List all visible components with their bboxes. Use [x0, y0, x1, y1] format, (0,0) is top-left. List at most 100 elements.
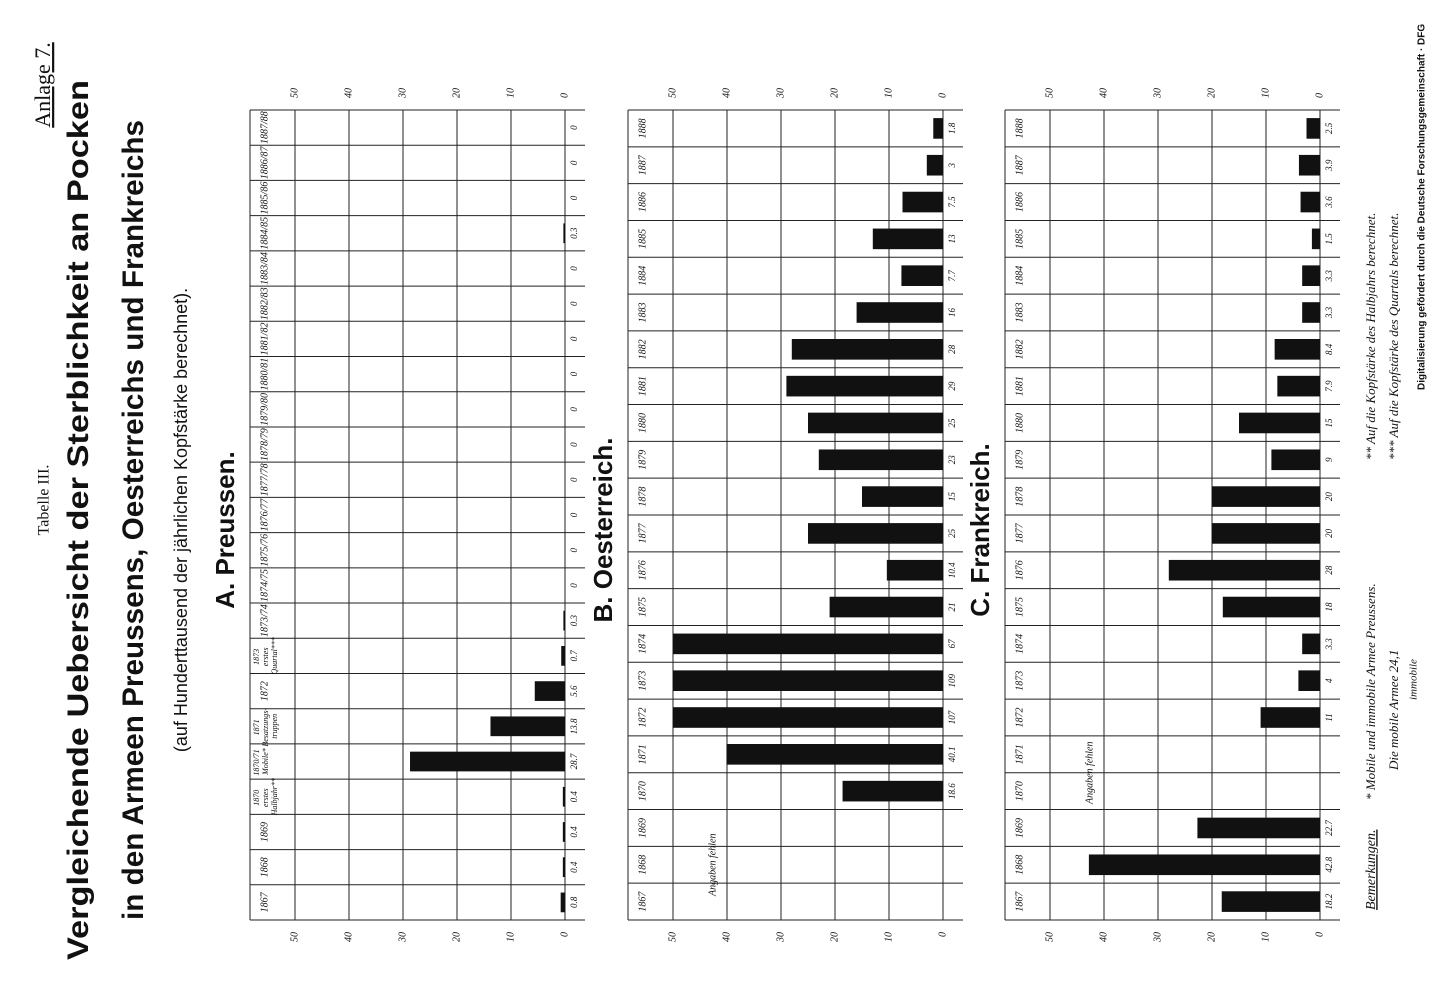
x-tick-label: 1883 — [1014, 303, 1025, 323]
x-tick-label: 1879 — [1014, 450, 1025, 470]
value-label: 0 — [569, 442, 579, 447]
bar — [562, 857, 565, 878]
bar — [1311, 228, 1320, 250]
value-label: 0.4 — [569, 791, 579, 803]
bars — [1088, 118, 1320, 912]
value-label: 109 — [947, 673, 957, 687]
x-tick-label: 1868 — [1014, 855, 1025, 875]
value-label: 22.7 — [1324, 820, 1334, 836]
bar — [726, 744, 943, 765]
x-tick-label: 1887 — [637, 154, 648, 175]
x-tick-label: 1880 — [637, 413, 648, 433]
annotation: Angaben fehlen — [1084, 741, 1095, 804]
y-tick-label: 10 — [883, 88, 894, 98]
value-label: 7.5 — [947, 196, 957, 208]
value-label: 0 — [569, 266, 579, 271]
x-tick-label: 1873 — [637, 671, 648, 691]
value-label: 3.9 — [1324, 159, 1334, 172]
bar — [560, 892, 565, 913]
x-tick-label: 1872 — [259, 681, 270, 701]
bar — [1088, 854, 1320, 876]
value-label: 0.3 — [569, 227, 579, 239]
value-label: 0.4 — [569, 826, 579, 838]
value-label: 0.3 — [569, 615, 579, 627]
x-tick-label: 1880 — [1014, 413, 1025, 433]
value-label: 0 — [569, 195, 579, 200]
x-tick-label: 1876 — [1014, 560, 1025, 580]
value-label: 0 — [569, 512, 579, 517]
x-tick-label: 1876 — [637, 560, 648, 580]
x-tick-label: 1882 — [637, 339, 648, 359]
value-label: 23 — [947, 455, 957, 465]
bar — [673, 707, 943, 728]
x-tick-label: 1874 — [637, 634, 648, 654]
bar — [562, 786, 565, 807]
y-tick-label: 50 — [667, 932, 678, 942]
y-tick-label: 20 — [829, 932, 840, 942]
x-tick-label: 1869 — [259, 822, 270, 842]
appendix: Anlage 7. — [30, 42, 55, 128]
value-label: 28.7 — [569, 753, 579, 769]
x-tick-label: 1887/88 — [259, 111, 270, 144]
y-tick-label: 40 — [721, 932, 732, 942]
value-label: 40.1 — [947, 746, 957, 762]
value-label: 3 — [947, 162, 957, 168]
value-label: 3.3 — [1324, 306, 1334, 319]
y-tick-label: 40 — [721, 88, 732, 98]
bar — [1260, 707, 1320, 728]
subtitle: in den Armeen Preussens, Oesterreichs un… — [117, 120, 150, 920]
y-tick-label: 10 — [1260, 88, 1271, 98]
value-label: 25 — [947, 418, 957, 428]
credit: Digitalisierung gefördert durch die Deut… — [1417, 24, 1428, 390]
y-tick-label: 40 — [1098, 932, 1109, 942]
y-tick-label: 10 — [505, 932, 516, 942]
value-label: 0.8 — [569, 896, 579, 908]
y-tick-label: 30 — [1152, 88, 1163, 99]
bar — [862, 486, 943, 507]
value-label: 21 — [947, 603, 957, 612]
value-label: 8.4 — [1324, 343, 1334, 355]
x-tick-label: 1886 — [637, 192, 648, 212]
value-label: 0 — [569, 547, 579, 552]
value-label: 29 — [947, 381, 957, 391]
bar — [673, 670, 943, 691]
x-tick-label: 1869 — [1014, 818, 1025, 838]
remark: immobile — [1408, 659, 1420, 700]
bar — [1168, 559, 1320, 581]
x-tick-label: 1882/83 — [259, 287, 270, 320]
bars — [410, 223, 565, 913]
x-tick-label: 1868 — [259, 857, 270, 877]
x-tick-label: 1884/85 — [259, 217, 270, 250]
table-label: Tabelle III. — [36, 465, 53, 536]
y-tick-label: 0 — [1314, 932, 1325, 937]
bar — [933, 118, 943, 139]
y-tick-label: 30 — [775, 88, 786, 99]
annotation: Angaben fehlen — [707, 834, 718, 897]
bar — [563, 223, 565, 244]
remarks-heading: Bemerkungen. — [1364, 830, 1379, 910]
bar — [562, 822, 565, 842]
value-label: 0.4 — [569, 861, 579, 873]
value-label: 67 — [947, 639, 957, 649]
bar — [1277, 375, 1320, 397]
value-label: 0.7 — [569, 650, 579, 662]
value-label: 0 — [569, 371, 579, 376]
x-tick-label: 1876/77 — [259, 498, 270, 532]
bar — [1222, 596, 1320, 618]
x-tick-label: 1873/74 — [259, 604, 270, 637]
x-tick-label: 1888 — [637, 118, 648, 138]
bar — [902, 191, 943, 213]
y-tick-label: 50 — [667, 88, 678, 98]
x-tick-label: 1870/71 Mobile* — [252, 747, 270, 775]
x-tick-label: 1878/79 — [259, 428, 270, 461]
value-label: 107 — [947, 710, 957, 724]
note: (auf Hunderttausend der jährlichen Kopfs… — [171, 288, 191, 752]
x-tick-label: 1886/87 — [259, 145, 270, 179]
y-tick-label: 50 — [289, 88, 300, 98]
bar — [901, 265, 943, 286]
y-tick-label: 20 — [829, 88, 840, 98]
value-label: 5.6 — [569, 685, 579, 697]
bar — [818, 449, 943, 471]
value-label: 11 — [1324, 713, 1334, 721]
x-tick-label: 1879/80 — [259, 393, 270, 426]
